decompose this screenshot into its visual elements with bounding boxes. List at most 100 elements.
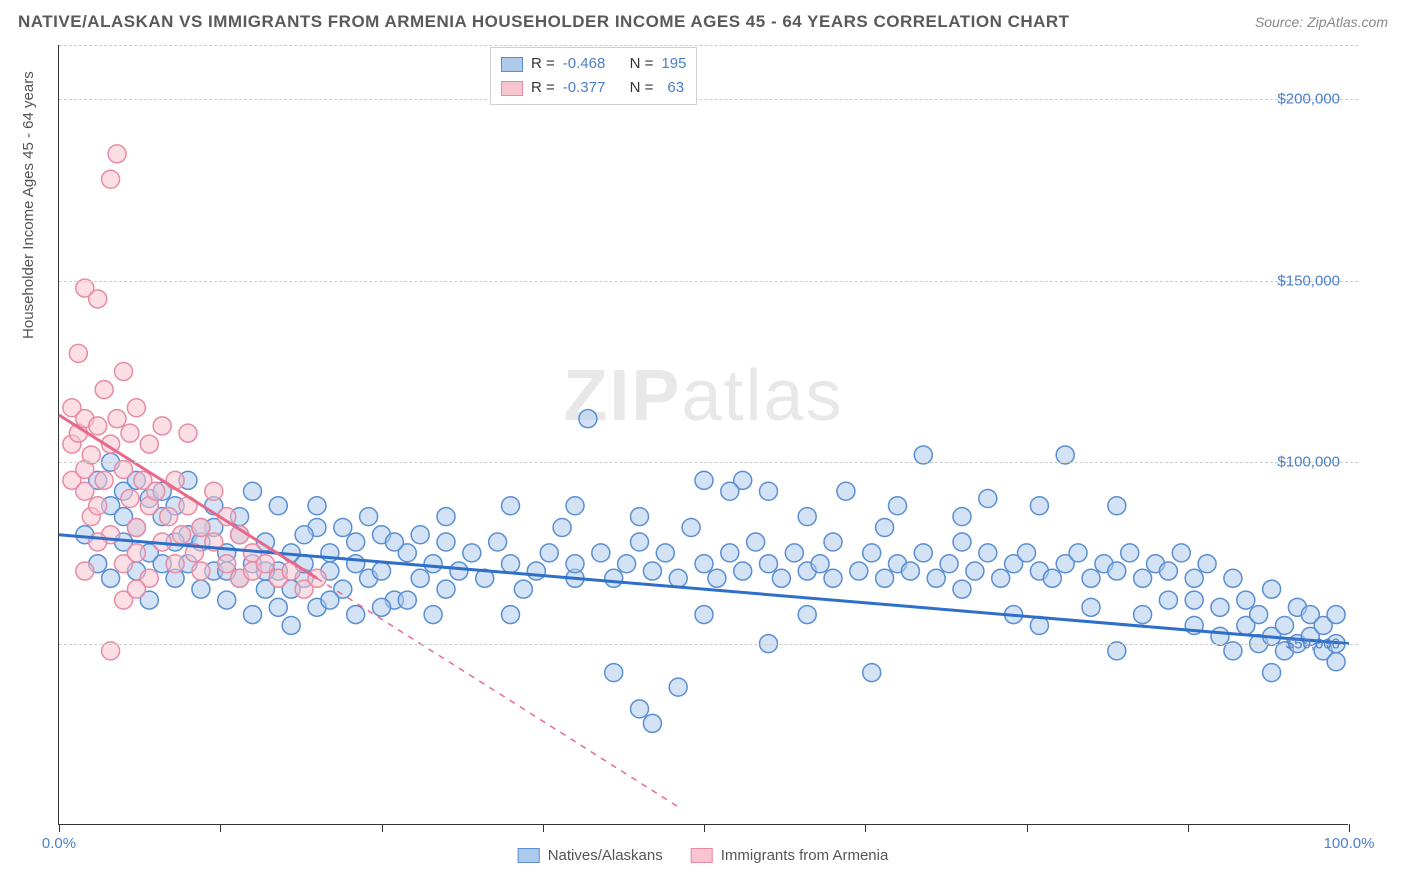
scatter-point-a (411, 569, 429, 587)
scatter-point-a (682, 519, 700, 537)
scatter-point-a (953, 580, 971, 598)
scatter-point-b (115, 363, 133, 381)
scatter-point-a (102, 569, 120, 587)
ytick-label: $150,000 (1277, 272, 1340, 289)
scatter-point-a (527, 562, 545, 580)
scatter-point-a (837, 482, 855, 500)
xtick (704, 824, 705, 832)
scatter-point-a (1082, 598, 1100, 616)
legend-item-a: Natives/Alaskans (518, 847, 663, 864)
xtick (543, 824, 544, 832)
scatter-point-a (1030, 497, 1048, 515)
scatter-point-a (1211, 598, 1229, 616)
scatter-point-a (643, 562, 661, 580)
scatter-point-a (850, 562, 868, 580)
stats-row-a: R = -0.468 N = 195 (501, 52, 686, 76)
scatter-point-a (695, 555, 713, 573)
scatter-point-a (798, 606, 816, 624)
scatter-point-a (1069, 544, 1087, 562)
scatter-point-a (1263, 580, 1281, 598)
scatter-point-b (89, 290, 107, 308)
scatter-point-a (966, 562, 984, 580)
legend-item-b: Immigrants from Armenia (691, 847, 889, 864)
scatter-point-a (502, 555, 520, 573)
scatter-point-a (1134, 606, 1152, 624)
n-value-a: 195 (661, 52, 686, 76)
scatter-point-a (656, 544, 674, 562)
scatter-point-a (502, 497, 520, 515)
ytick-label: $100,000 (1277, 454, 1340, 471)
scatter-point-a (592, 544, 610, 562)
legend: Natives/Alaskans Immigrants from Armenia (518, 847, 889, 864)
legend-label-b: Immigrants from Armenia (721, 847, 889, 864)
scatter-point-a (721, 482, 739, 500)
scatter-point-b (69, 344, 87, 362)
scatter-point-a (1250, 606, 1268, 624)
scatter-point-b (127, 544, 145, 562)
chart-title: NATIVE/ALASKAN VS IMMIGRANTS FROM ARMENI… (18, 12, 1070, 32)
scatter-point-b (192, 519, 210, 537)
xtick (1027, 824, 1028, 832)
stats-row-b: R = -0.377 N = 63 (501, 76, 686, 100)
scatter-point-b (140, 435, 158, 453)
scatter-point-a (540, 544, 558, 562)
chart-canvas (59, 45, 1348, 824)
source-label: Source: ZipAtlas.com (1255, 14, 1388, 30)
scatter-point-b (147, 482, 165, 500)
scatter-point-a (695, 606, 713, 624)
scatter-point-a (347, 533, 365, 551)
scatter-point-a (708, 569, 726, 587)
scatter-point-a (1159, 591, 1177, 609)
scatter-point-a (334, 519, 352, 537)
xtick (865, 824, 866, 832)
scatter-point-a (721, 544, 739, 562)
scatter-point-a (1185, 591, 1203, 609)
scatter-point-a (1185, 569, 1203, 587)
scatter-point-a (1327, 606, 1345, 624)
scatter-point-a (811, 555, 829, 573)
scatter-point-b (205, 482, 223, 500)
scatter-point-a (1172, 544, 1190, 562)
scatter-point-a (876, 569, 894, 587)
scatter-point-a (1263, 664, 1281, 682)
scatter-point-a (1121, 544, 1139, 562)
scatter-point-b (108, 410, 126, 428)
r-value-b: -0.377 (563, 76, 606, 100)
scatter-point-b (89, 417, 107, 435)
scatter-point-b (166, 555, 184, 573)
scatter-point-a (424, 606, 442, 624)
scatter-point-a (489, 533, 507, 551)
scatter-point-b (127, 399, 145, 417)
scatter-point-a (514, 580, 532, 598)
scatter-point-a (244, 482, 262, 500)
scatter-point-b (89, 533, 107, 551)
scatter-point-a (424, 555, 442, 573)
scatter-point-a (747, 533, 765, 551)
scatter-point-b (179, 424, 197, 442)
plot-area: ZIPatlas $50,000$100,000$150,000$200,000… (58, 45, 1348, 825)
scatter-point-a (269, 598, 287, 616)
scatter-point-a (1134, 569, 1152, 587)
legend-swatch-b (691, 848, 713, 863)
scatter-point-a (669, 678, 687, 696)
scatter-point-b (218, 555, 236, 573)
scatter-point-a (824, 569, 842, 587)
n-value-b: 63 (667, 76, 684, 100)
scatter-point-a (785, 544, 803, 562)
scatter-point-a (373, 562, 391, 580)
scatter-point-a (1108, 497, 1126, 515)
scatter-point-a (760, 555, 778, 573)
scatter-point-a (218, 591, 236, 609)
scatter-point-a (631, 533, 649, 551)
scatter-point-a (863, 664, 881, 682)
scatter-point-a (605, 569, 623, 587)
scatter-point-a (566, 497, 584, 515)
scatter-point-b (102, 170, 120, 188)
scatter-point-a (979, 544, 997, 562)
stats-swatch-b (501, 81, 523, 96)
scatter-point-b (153, 417, 171, 435)
scatter-point-a (927, 569, 945, 587)
gridline (59, 462, 1358, 463)
scatter-point-a (450, 562, 468, 580)
scatter-point-a (734, 562, 752, 580)
